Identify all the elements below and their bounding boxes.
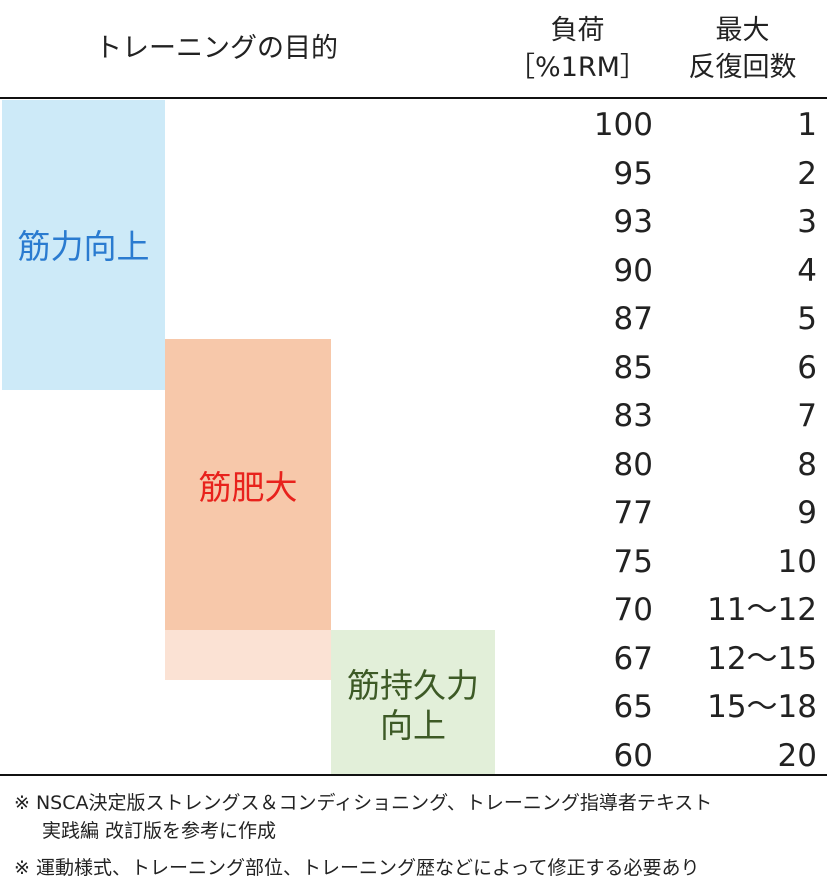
reps-value: 1 (797, 107, 817, 143)
note-1-line2: 実践編 改訂版を参考に作成 (42, 820, 277, 842)
table-row: 65 15～18 (495, 683, 825, 732)
table-row: 75 10 (495, 538, 825, 587)
reps-header-line1: 最大 (715, 15, 770, 46)
load-value: 100 (593, 107, 653, 143)
load-value: 67 (613, 640, 653, 677)
reps-value: 4 (797, 252, 817, 289)
load-column-header: 負荷 ［%1RM］ (495, 12, 660, 86)
load-value: 75 (613, 543, 653, 580)
strength-zone-label: 筋力向上 (17, 227, 150, 266)
table-row: 100 1 (495, 101, 825, 150)
load-value: 70 (613, 592, 653, 628)
load-value: 85 (613, 349, 653, 386)
reps-value: 8 (797, 446, 817, 483)
load-value: 90 (613, 252, 653, 289)
endurance-label-line1: 筋持久力 (347, 666, 479, 705)
load-value: 87 (613, 301, 653, 337)
purpose-header: トレーニングの目的 (95, 33, 338, 64)
table-row: 95 2 (495, 150, 825, 199)
endurance-zone-label: 筋持久力 向上 (331, 664, 495, 748)
load-value: 80 (613, 446, 653, 483)
load-value: 93 (613, 204, 653, 240)
table-row: 85 6 (495, 344, 825, 393)
header-divider (0, 97, 827, 99)
table-row: 77 9 (495, 489, 825, 538)
table-row: 70 11～12 (495, 586, 825, 635)
reps-value: 6 (797, 349, 817, 386)
table-bottom-divider (0, 774, 827, 776)
table-row: 67 12～15 (495, 635, 825, 684)
endurance-zone-block (331, 630, 495, 774)
reps-value: 7 (797, 398, 817, 434)
reps-value: 11～12 (707, 592, 817, 628)
reps-value: 3 (797, 204, 817, 240)
table-row: 90 4 (495, 247, 825, 296)
table-row: 83 7 (495, 392, 825, 441)
table-row: 80 8 (495, 441, 825, 490)
note-2: ※ 運動様式、トレーニング部位、トレーニング歴などによって修正する必要あり (14, 857, 700, 879)
load-value: 77 (613, 495, 653, 531)
load-value: 60 (613, 737, 653, 774)
table-row: 87 5 (495, 295, 825, 344)
reps-value: 20 (777, 737, 817, 774)
note-1-line1: ※ NSCA決定版ストレングス＆コンディショニング、トレーニング指導者テキスト (14, 792, 713, 814)
load-value: 65 (613, 689, 653, 725)
reps-value: 5 (797, 301, 817, 337)
endurance-label-line2: 向上 (380, 706, 446, 745)
reps-value: 9 (797, 495, 817, 531)
load-value: 83 (613, 398, 653, 434)
hypertrophy-zone-block (165, 339, 331, 630)
hypertrophy-weak-zone-block (165, 630, 331, 680)
table-row: 93 3 (495, 198, 825, 247)
reps-column-header: 最大 反復回数 (665, 12, 820, 86)
reps-value: 10 (777, 543, 817, 580)
reps-value: 2 (797, 155, 817, 192)
load-value: 95 (613, 155, 653, 192)
table-row: 60 20 (495, 732, 825, 781)
strength-zone-block (2, 100, 165, 390)
reps-header-line2: 反復回数 (688, 52, 797, 83)
load-header-line1: 負荷 (550, 15, 605, 46)
note-1: ※ NSCA決定版ストレングス＆コンディショニング、トレーニング指導者テキスト … (14, 789, 712, 845)
load-header-line2: ［%1RM］ (508, 52, 647, 83)
reps-value: 15～18 (707, 689, 817, 725)
hypertrophy-zone-label: 筋肥大 (198, 468, 298, 507)
reps-value: 12～15 (707, 640, 817, 677)
